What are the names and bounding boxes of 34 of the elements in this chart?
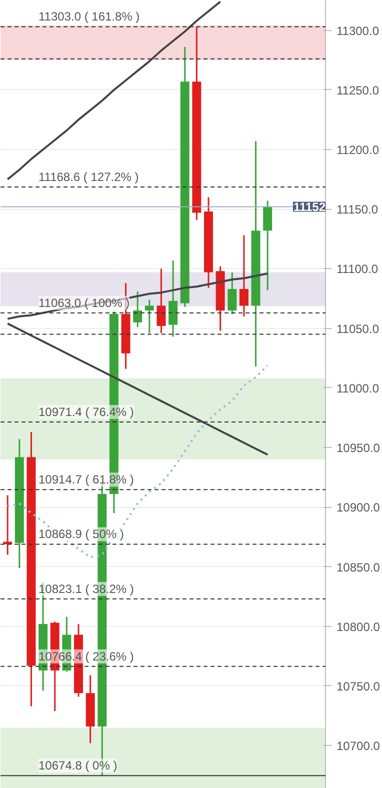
ref-line-label: 10823.1 ( 38.2% ): [38, 582, 134, 596]
candlestick: [263, 200, 272, 291]
y-tick-label: 10700.0: [336, 739, 380, 754]
y-tick-label: 10950.0: [336, 441, 380, 456]
candlestick: [156, 268, 166, 334]
y-tick-label: 11150.0: [336, 202, 378, 217]
y-tick-label: 11000.0: [336, 381, 380, 396]
y-tick-label: 10850.0: [336, 560, 380, 574]
ref-line-label: 11152: [293, 200, 326, 214]
ref-line-label: 10766.4 ( 23.6% ): [38, 649, 134, 664]
candlestick: [133, 290, 142, 328]
ref-line-label: 11303.0 ( 161.8% ): [38, 10, 140, 24]
ref-line-label: 10868.9 ( 50% ): [38, 527, 124, 542]
y-tick-label: 10900.0: [336, 500, 380, 515]
y-tick-label: 10750.0: [336, 679, 380, 694]
ref-line-label: 10674.8 ( 0% ): [38, 758, 118, 773]
candlestick: [144, 298, 154, 334]
y-tick-label: 10800.0: [336, 620, 380, 634]
y-tick-label: 11050.0: [336, 322, 380, 336]
y-tick-label: 11300.0: [336, 24, 380, 38]
candlestick: [239, 234, 248, 318]
ref-line-label: 10914.7 ( 61.8% ): [38, 472, 134, 487]
candlestick: [228, 272, 237, 315]
line-series: [6, 272, 269, 320]
candlestick: [3, 494, 12, 556]
y-tick-label: 11100.0: [336, 262, 378, 276]
y-tick-label: 11200.0: [336, 143, 380, 158]
line-series: [6, 322, 269, 456]
ref-line-label: 10971.4 ( 76.4% ): [38, 405, 134, 420]
candlestick: [168, 260, 178, 338]
y-tick-label: 11250.0: [336, 83, 380, 98]
ref-line-label: 11168.6 ( 127.2% ): [38, 170, 139, 184]
line-series: [6, 364, 269, 558]
ref-line-label: 11063.0 ( 100% ): [38, 296, 130, 310]
